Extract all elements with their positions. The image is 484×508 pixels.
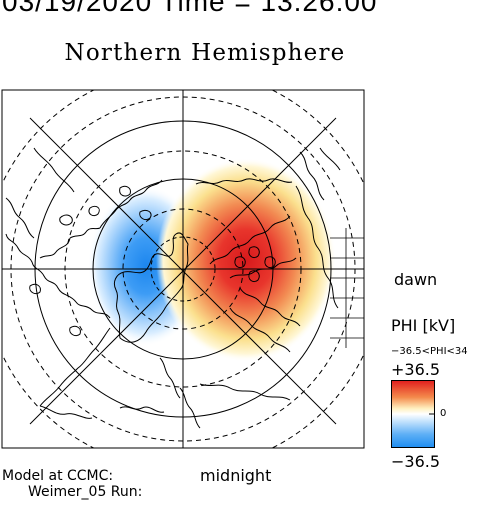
- positive-potential-cell: [156, 158, 336, 362]
- model-run-label: Weimer_05 Run:: [28, 484, 143, 500]
- dawn-label: dawn: [394, 270, 438, 289]
- model-at-label: Model at CCMC:: [2, 468, 114, 484]
- midnight-label: midnight: [200, 466, 272, 485]
- colorbar-zero-label: 0: [440, 408, 447, 419]
- colorbar-min-label: −36.5: [391, 452, 441, 471]
- colorbar-title: PHI [kV]: [391, 316, 456, 335]
- map-grid-right: [330, 228, 364, 348]
- colorbar: [391, 380, 435, 448]
- polar-map: [1, 89, 365, 449]
- coastlines: [5, 147, 341, 429]
- colorbar-range-label: −36.5<PHI<34: [391, 346, 468, 357]
- meridian-lines: [2, 90, 364, 448]
- hemisphere-title: Northern Hemisphere: [64, 40, 346, 66]
- datetime-header: 03/19/2020 Time = 13:26:00: [2, 0, 378, 17]
- colorbar-max-label: +36.5: [391, 360, 441, 379]
